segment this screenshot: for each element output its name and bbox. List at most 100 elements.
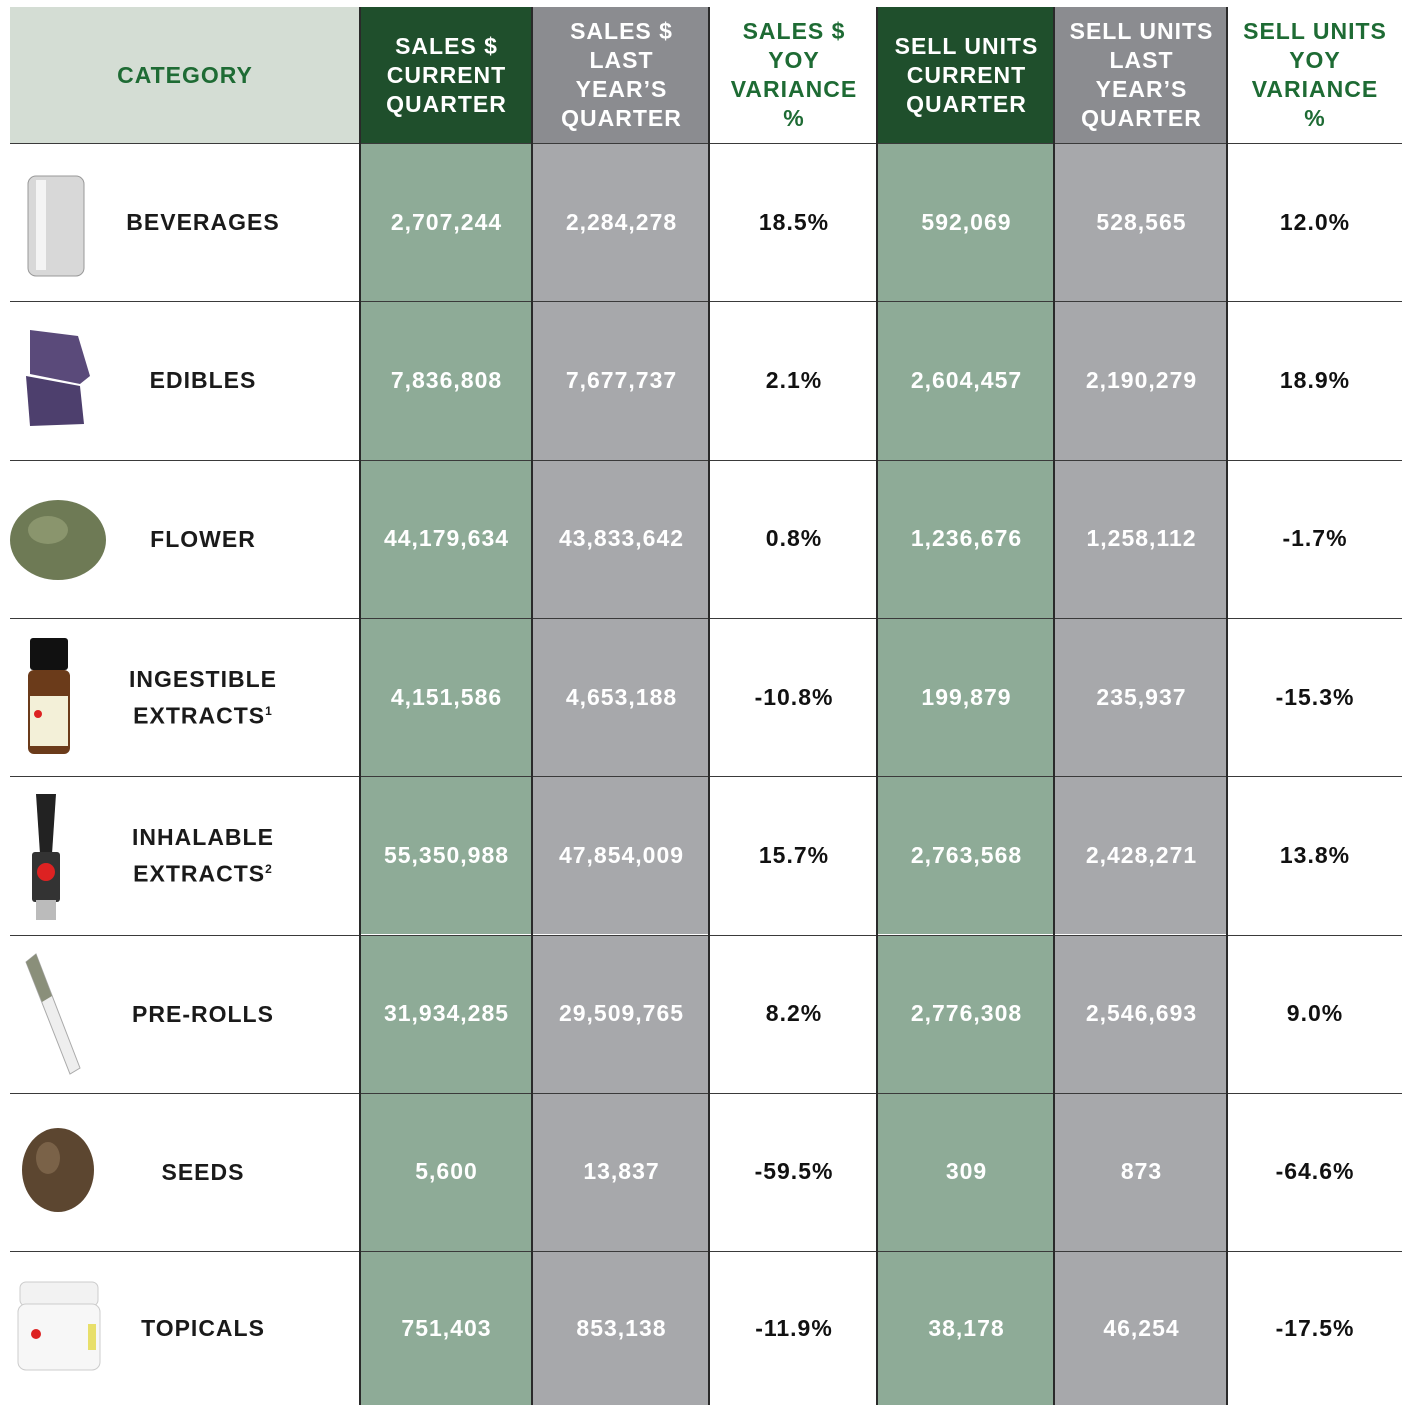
value-text: 13,837 — [583, 1158, 660, 1185]
value-text: 2,604,457 — [910, 366, 1023, 393]
value-text: 235,937 — [1096, 683, 1187, 710]
category-text: EXTRACTS2 — [133, 860, 273, 887]
value-text: -64.6% — [1275, 1158, 1355, 1185]
header-text: SALES $ — [395, 32, 498, 59]
category-cell: INHALABLE EXTRACTS2 — [110, 776, 296, 934]
value-text: 2,190,279 — [1085, 366, 1198, 393]
value-cell: -15.3% — [1228, 617, 1402, 777]
value-text: 2,707,244 — [390, 208, 503, 235]
value-cell: -10.8% — [710, 617, 878, 777]
value-text: 873 — [1120, 1158, 1163, 1185]
value-text: 751,403 — [401, 1314, 492, 1341]
value-cell: 38,178 — [878, 1251, 1055, 1405]
header-text: SALES $ — [742, 18, 846, 44]
value-cell: 528,565 — [1055, 143, 1228, 302]
header-text: SELL UNITS — [1069, 18, 1214, 44]
value-text: 8.2% — [765, 1000, 823, 1027]
value-cell: 309 — [878, 1092, 1055, 1252]
header-text: SELL UNITS — [1243, 18, 1387, 44]
value-cell: 46,254 — [1055, 1251, 1228, 1405]
seed-icon — [22, 1128, 94, 1212]
vape-icon — [32, 794, 60, 920]
header-text: QUARTER — [906, 90, 1027, 117]
value-cell: 2.1% — [710, 301, 878, 460]
value-text: 2,428,271 — [1085, 841, 1198, 868]
value-cell: -59.5% — [710, 1092, 878, 1252]
row-rule — [10, 617, 1402, 619]
value-text: 7,836,808 — [390, 366, 503, 393]
category-text: TOPICALS — [141, 1315, 265, 1342]
category-text: BEVERAGES — [126, 209, 280, 236]
header-text: % — [783, 105, 805, 131]
jar-icon — [17, 1281, 101, 1371]
value-text: 2,776,308 — [910, 1000, 1023, 1027]
row-rule — [10, 1092, 1402, 1094]
header-text: QUARTER — [561, 105, 682, 131]
row-rule — [10, 934, 1402, 936]
value-cell: 4,653,188 — [533, 617, 710, 777]
category-text: INGESTIBLE — [128, 665, 277, 692]
value-text: -11.9% — [755, 1314, 833, 1341]
row-rule — [10, 1251, 1402, 1253]
edibles-icon — [26, 330, 90, 426]
value-text: 18.5% — [758, 208, 830, 235]
value-cell: 751,403 — [360, 1251, 533, 1405]
category-cell: TOPICALS — [110, 1251, 296, 1405]
value-text: 853,138 — [576, 1314, 667, 1341]
value-text: 55,350,988 — [383, 841, 510, 868]
column-rule — [1226, 7, 1228, 1405]
value-cell: -64.6% — [1228, 1092, 1402, 1252]
value-text: 13.8% — [1279, 841, 1351, 868]
value-cell: 18.5% — [710, 143, 878, 302]
value-text: 18.9% — [1279, 366, 1351, 393]
value-text: 31,934,285 — [383, 1000, 510, 1027]
value-cell: 55,350,988 — [360, 776, 533, 935]
value-text: 5,600 — [415, 1158, 478, 1185]
value-text: 12.0% — [1279, 208, 1351, 235]
value-cell: 873 — [1055, 1092, 1228, 1252]
header-cell: SALES $ LAST YEAR’S QUARTER — [533, 7, 710, 143]
value-cell: 5,600 — [360, 1092, 533, 1252]
value-text: 309 — [945, 1158, 988, 1185]
category-cell: FLOWER — [110, 460, 296, 618]
value-text: 2,546,693 — [1085, 1000, 1198, 1027]
value-text: 1,236,676 — [910, 525, 1023, 552]
bottle-icon — [28, 638, 70, 754]
value-cell: 592,069 — [878, 143, 1055, 302]
header-text: SALES $ — [570, 18, 673, 44]
footnote-mark: 2 — [265, 862, 273, 876]
value-text: 7,677,737 — [565, 366, 678, 393]
category-cell: PRE-ROLLS — [110, 935, 296, 1093]
value-cell: 0.8% — [710, 459, 878, 618]
header-cell: SALES $ YOY VARIANCE% — [710, 7, 878, 143]
value-cell: 29,509,765 — [533, 934, 710, 1093]
column-rule — [708, 7, 710, 1405]
value-text: -59.5% — [754, 1158, 834, 1185]
header-text: YOY — [1289, 47, 1341, 73]
value-text: 2,284,278 — [565, 208, 678, 235]
header-text: CATEGORY — [117, 61, 253, 88]
value-cell: 13,837 — [533, 1092, 710, 1252]
value-text: 43,833,642 — [558, 525, 685, 552]
header-text: QUARTER — [1081, 105, 1202, 131]
category-cell: EDIBLES — [110, 301, 296, 459]
column-rule — [1053, 7, 1055, 1405]
category-cell: SEEDS — [110, 1093, 296, 1251]
value-cell: 9.0% — [1228, 934, 1402, 1093]
header-text: % — [1304, 105, 1326, 131]
header-text: CURRENT — [906, 61, 1027, 88]
value-text: 29,509,765 — [558, 1000, 685, 1027]
column-rule — [359, 7, 361, 1405]
value-cell: 44,179,634 — [360, 459, 533, 618]
header-text: YEAR’S — [575, 76, 668, 102]
row-rule — [10, 301, 1402, 303]
value-text: -17.5% — [1275, 1314, 1355, 1341]
value-text: 0.8% — [765, 525, 823, 552]
footnote-mark: 1 — [265, 703, 273, 718]
value-cell: 2,604,457 — [878, 301, 1055, 460]
category-text: EDIBLES — [149, 367, 257, 394]
header-text: VARIANCE — [1251, 76, 1379, 102]
value-cell: 7,836,808 — [360, 301, 533, 460]
value-cell: 8.2% — [710, 934, 878, 1093]
